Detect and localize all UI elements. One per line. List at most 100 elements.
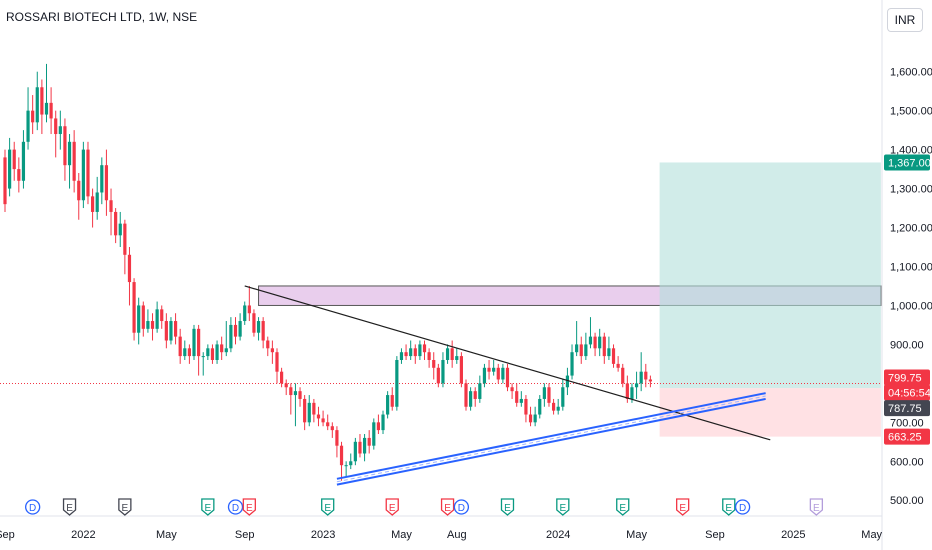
candle-body: [169, 321, 173, 341]
earnings-marker[interactable]: [722, 498, 736, 516]
dividend-marker[interactable]: [25, 499, 41, 515]
candle-body: [376, 422, 381, 431]
candle-body: [63, 126, 67, 166]
candle-body: [67, 141, 72, 166]
candle-body: [335, 430, 339, 446]
candle-body: [427, 352, 431, 360]
currency-button[interactable]: INR: [887, 8, 923, 32]
event-label: E: [66, 503, 73, 514]
price-label-target: [884, 154, 930, 171]
candle-body: [247, 305, 251, 314]
candle-body: [187, 348, 191, 357]
candle-body: [621, 367, 625, 384]
candle-body: [266, 340, 270, 349]
earnings-marker[interactable]: [62, 498, 77, 516]
candle-body: [238, 321, 242, 337]
candles: [3, 63, 652, 481]
event-label: E: [725, 503, 732, 514]
y-tick-label: 1,100.00: [890, 261, 932, 273]
price-label-level: [884, 400, 930, 417]
candle-body: [533, 414, 537, 423]
candle-body: [72, 141, 76, 181]
candle-body: [330, 426, 334, 431]
candle-body: [579, 344, 583, 357]
candle-body: [648, 379, 652, 382]
candle-body: [224, 348, 228, 353]
candle-body: [519, 398, 523, 403]
price-label-text: 04:56:54: [888, 387, 931, 399]
candle-body: [261, 321, 265, 341]
earnings-marker[interactable]: [385, 498, 399, 516]
earnings-marker[interactable]: [676, 498, 690, 516]
candle-body: [164, 321, 168, 341]
candle-body: [289, 387, 293, 396]
candle-body: [321, 418, 325, 423]
channel-midline: [336, 395, 766, 483]
candle-body: [49, 102, 53, 119]
candle-body: [575, 344, 579, 353]
trendline[interactable]: [244, 285, 771, 441]
candle-body: [95, 192, 99, 212]
candle-body: [178, 336, 182, 357]
candle-body: [607, 348, 611, 357]
candle-body: [197, 328, 201, 357]
earnings-marker[interactable]: [500, 498, 515, 516]
target-zone[interactable]: [659, 162, 881, 389]
candle-body: [210, 348, 215, 360]
price-label-text: 663.25: [888, 432, 922, 444]
channel-upper[interactable]: [336, 392, 766, 480]
candle-body: [298, 391, 302, 399]
candle-body: [243, 305, 247, 322]
earnings-marker[interactable]: [201, 498, 215, 516]
earnings-marker[interactable]: [118, 498, 132, 516]
candle-body: [220, 344, 224, 353]
candle-body: [450, 348, 454, 360]
earnings-marker[interactable]: [321, 498, 335, 516]
dividend-marker[interactable]: [227, 499, 244, 515]
candle-body: [455, 356, 459, 360]
y-tick-label: 1,200.00: [890, 223, 932, 235]
dividend-marker[interactable]: [734, 499, 751, 515]
candle-body: [316, 414, 321, 419]
candle-body: [469, 391, 473, 407]
candle-body: [381, 414, 385, 431]
candle-body: [44, 102, 49, 115]
price-label-text: 799.75: [888, 372, 922, 384]
candle-body: [303, 398, 307, 423]
earnings-marker[interactable]: [242, 498, 256, 516]
stop-zone[interactable]: [659, 388, 881, 437]
earnings-marker[interactable]: [616, 498, 630, 516]
event-label: E: [619, 503, 626, 514]
x-tick-label: May: [626, 529, 647, 541]
candle-body: [528, 414, 533, 423]
x-tick-label: 2025: [781, 529, 805, 541]
event-label: E: [205, 503, 212, 514]
channel-lower[interactable]: [336, 397, 766, 486]
candle-body: [515, 391, 519, 403]
price-label-stop: [884, 428, 930, 445]
candle-body: [109, 200, 113, 212]
candle-body: [293, 391, 298, 396]
candle-body: [54, 118, 58, 135]
event-label: E: [444, 503, 451, 514]
candle-body: [86, 149, 90, 197]
candle-body: [349, 461, 353, 466]
dividend-marker[interactable]: [453, 499, 470, 515]
x-tick-label: Sep: [705, 529, 725, 541]
event-label: E: [504, 503, 511, 514]
candle-body: [284, 383, 288, 388]
candle-body: [598, 336, 602, 349]
candle-body: [362, 437, 367, 454]
earnings-marker[interactable]: [440, 498, 455, 516]
event-label: E: [389, 503, 396, 514]
candle-body: [395, 359, 399, 407]
y-tick-label: 900.00: [890, 339, 924, 351]
candle-body: [123, 223, 127, 255]
candle-body: [344, 465, 348, 467]
earnings-marker[interactable]: [809, 498, 824, 516]
candle-body: [602, 336, 606, 357]
earnings-marker[interactable]: [556, 498, 570, 516]
candle-body: [127, 254, 132, 283]
x-tick-label: Aug: [447, 529, 467, 541]
